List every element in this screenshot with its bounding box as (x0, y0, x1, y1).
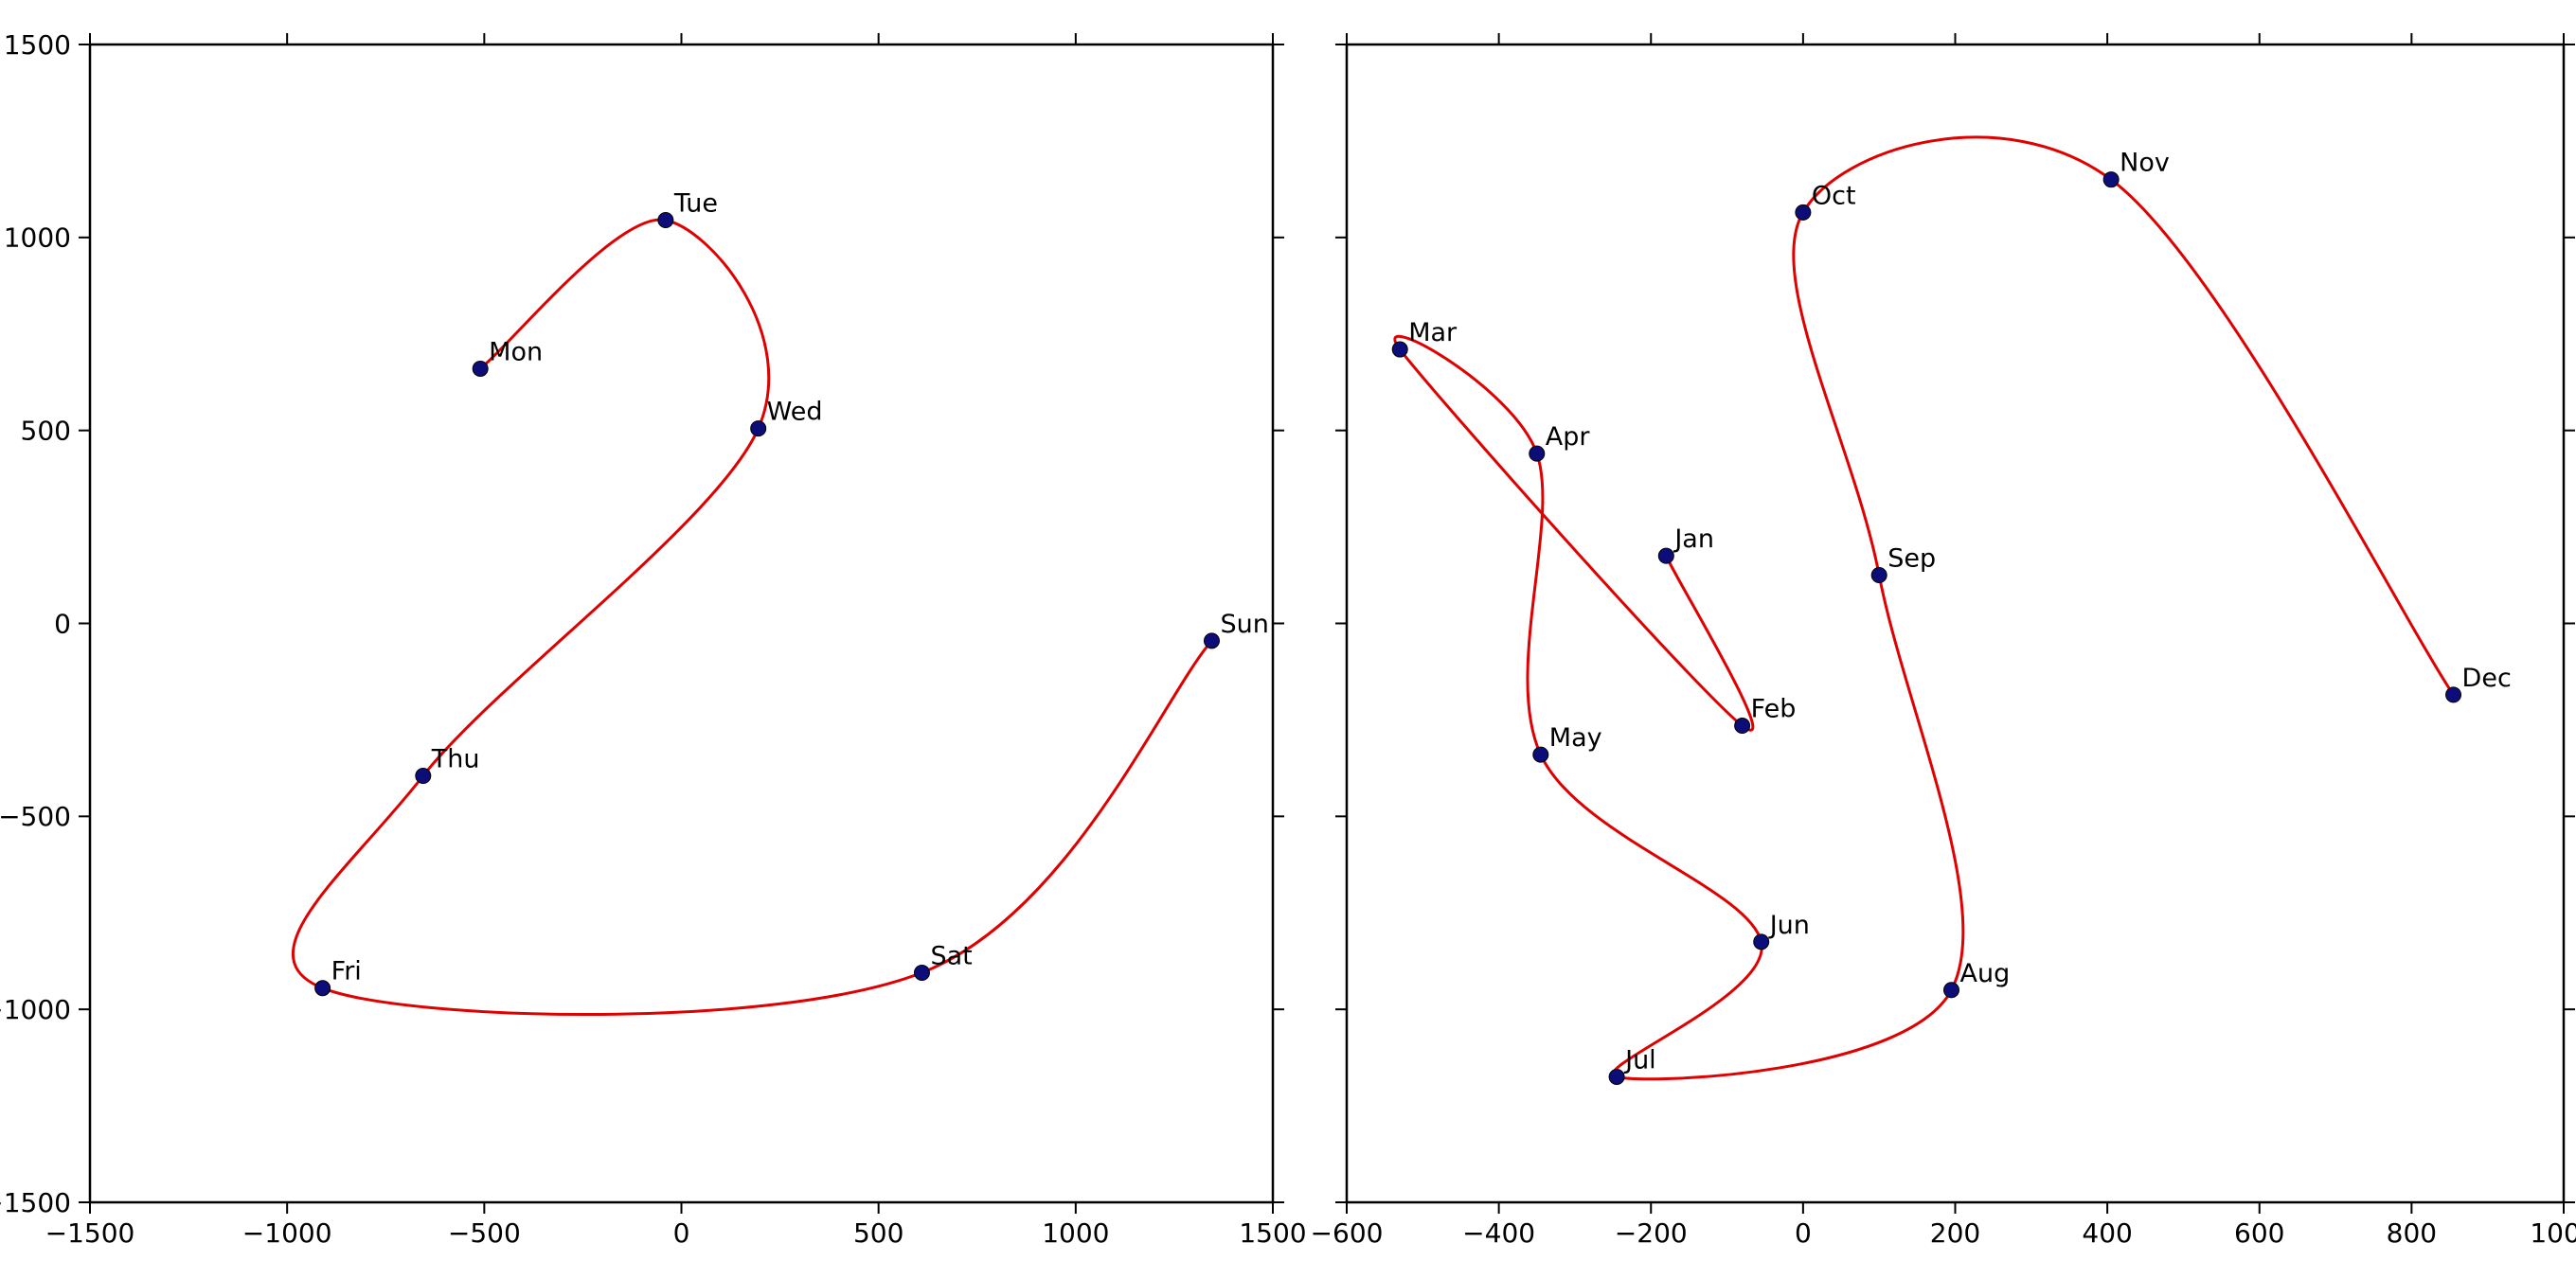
y-tick-label: −1000 (0, 994, 71, 1025)
axes-border (1345, 43, 2566, 1204)
data-point-marker (314, 980, 331, 997)
data-point-marker (1391, 341, 1408, 358)
y-tick-label: 500 (21, 415, 71, 446)
data-point-marker (1942, 982, 1959, 999)
data-point-marker (750, 420, 767, 437)
point-label: Feb (1751, 695, 1797, 724)
point-label: Nov (2120, 149, 2170, 178)
x-tick-label: −500 (448, 1217, 521, 1249)
x-tick-label: 0 (673, 1217, 690, 1249)
data-point-marker (415, 768, 432, 785)
point-label: Sep (1887, 544, 1936, 574)
y-tick-label: 1000 (4, 222, 71, 254)
trajectory-line (291, 218, 1213, 1017)
data-point-marker (1203, 632, 1220, 649)
point-label: Apr (1546, 422, 1591, 452)
x-tick-label: 1000 (2530, 1217, 2576, 1249)
data-point-marker (1795, 204, 1812, 221)
point-label: Mar (1408, 318, 1458, 347)
point-label: Jul (1623, 1046, 1656, 1075)
trajectory-line (1393, 135, 2455, 1081)
x-tick-label: −1500 (45, 1217, 135, 1249)
point-label: Oct (1812, 181, 1856, 210)
x-tick-label: −400 (1462, 1217, 1535, 1249)
point-label: Mon (489, 337, 543, 366)
point-label: Jun (1768, 911, 1810, 940)
x-tick-label: −200 (1615, 1217, 1688, 1249)
point-label: May (1549, 723, 1602, 753)
x-tick-label: 1500 (1239, 1217, 1306, 1249)
point-label: Wed (767, 398, 823, 427)
x-tick-label: 200 (1930, 1217, 1980, 1249)
x-tick-label: −1000 (242, 1217, 332, 1249)
point-label: Thu (431, 745, 480, 774)
data-point-marker (1529, 445, 1546, 462)
data-point-marker (472, 360, 489, 377)
y-tick-label: 1500 (4, 29, 71, 61)
point-label: Fri (331, 957, 362, 986)
data-point-marker (1532, 746, 1549, 763)
data-point-marker (2445, 686, 2462, 703)
point-label: Aug (1959, 959, 2010, 988)
weekday-trajectory: −1500 −1000 −500 0 500 1000 1500 −1500 −1000 −500… (0, 29, 1307, 1249)
y-tick-label: −1500 (0, 1187, 71, 1218)
y-tick-label: 0 (54, 608, 71, 639)
data-point-marker (1753, 933, 1770, 950)
point-label: Tue (673, 188, 718, 218)
x-tick-label: 1000 (1042, 1217, 1109, 1249)
x-tick-label: 500 (853, 1217, 903, 1249)
point-label: Sat (930, 941, 972, 970)
data-point-marker (1734, 718, 1751, 735)
x-tick-label: 600 (2234, 1217, 2284, 1249)
axes-border (88, 43, 1275, 1204)
month-trajectory: −600 −400 −200 0 200 400 600 800 1000 Jan Feb Mar Ap… (1311, 33, 2576, 1249)
data-point-marker (1870, 567, 1887, 584)
point-label: Jan (1673, 524, 1714, 554)
x-tick-label: 800 (2387, 1217, 2437, 1249)
y-tick-label: −500 (0, 801, 71, 832)
x-tick-label: −600 (1311, 1217, 1384, 1249)
x-tick-label: 0 (1795, 1217, 1812, 1249)
data-point-marker (1657, 547, 1674, 564)
point-label: Sun (1220, 610, 1268, 639)
data-point-marker (913, 964, 930, 981)
data-point-marker (1608, 1069, 1625, 1086)
point-label: Dec (2462, 664, 2512, 693)
x-tick-label: 400 (2082, 1217, 2132, 1249)
data-point-marker (657, 211, 674, 228)
data-point-marker (2102, 171, 2120, 188)
